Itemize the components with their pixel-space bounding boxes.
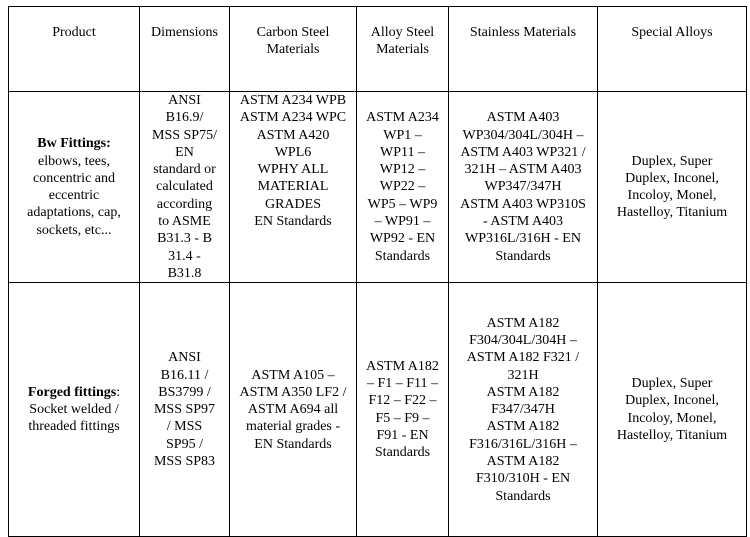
special-alloys-cell: Duplex, Super Duplex, Inconel, Incoloy, … — [597, 90, 747, 284]
special-alloys-cell: Duplex, Super Duplex, Inconel, Incoloy, … — [597, 282, 747, 537]
fittings-materials-table: Product Dimensions Carbon Steel Material… — [8, 6, 747, 537]
header-product: Product — [8, 6, 140, 92]
product-title: Bw Fittings: — [37, 136, 111, 152]
header-alloy-steel: Alloy Steel Materials — [356, 6, 449, 92]
product-title-suffix: : — [116, 384, 121, 400]
carbon-steel-cell: ASTM A234 WPB ASTM A234 WPC ASTM A420 WP… — [229, 90, 357, 284]
header-carbon-steel: Carbon Steel Materials — [229, 6, 357, 92]
product-title: Forged fittings — [27, 384, 117, 400]
product-cell: Bw Fittings: elbows, tees, concentric an… — [8, 90, 140, 284]
product-description: Socket welded / threaded fittings — [28, 402, 120, 435]
product-description: elbows, tees, concentric and eccentric a… — [27, 153, 121, 238]
product-cell: Forged fittings: Socket welded / threade… — [8, 282, 140, 537]
alloy-steel-cell: ASTM A182 – F1 – F11 – F12 – F22 – F5 – … — [356, 282, 449, 537]
header-stainless: Stainless Materials — [448, 6, 598, 92]
carbon-steel-cell: ASTM A105 – ASTM A350 LF2 / ASTM A694 al… — [229, 282, 357, 537]
table-header-row: Product Dimensions Carbon Steel Material… — [8, 6, 747, 92]
header-dimensions: Dimensions — [139, 6, 230, 92]
dimensions-cell: ANSI B16.11 / BS3799 / MSS SP97 / MSS SP… — [139, 282, 230, 537]
header-special-alloys: Special Alloys — [597, 6, 747, 92]
stainless-cell: ASTM A182 F304/304L/304H – ASTM A182 F32… — [448, 282, 598, 537]
dimensions-cell: ANSI B16.9/ MSS SP75/ EN standard or cal… — [139, 90, 230, 284]
table-row: Bw Fittings: elbows, tees, concentric an… — [8, 90, 747, 284]
table-row: Forged fittings: Socket welded / threade… — [8, 282, 747, 537]
alloy-steel-cell: ASTM A234 WP1 – WP11 – WP12 – WP22 – WP5… — [356, 90, 449, 284]
stainless-cell: ASTM A403 WP304/304L/304H – ASTM A403 WP… — [448, 90, 598, 284]
